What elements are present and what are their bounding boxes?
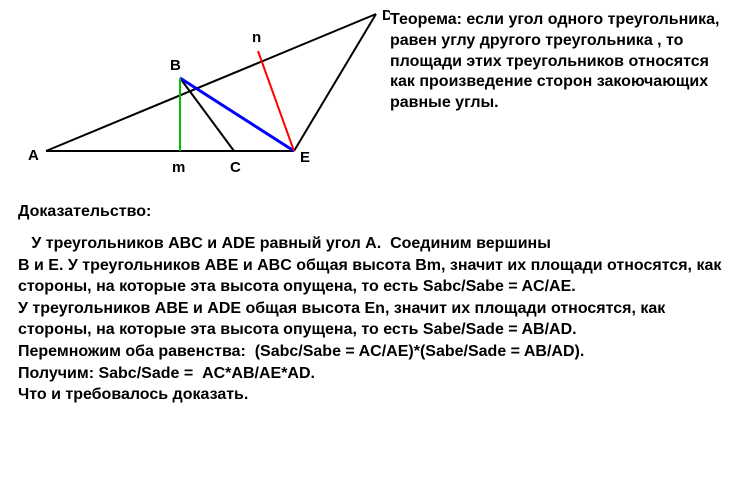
proof-line-2: У треугольников ABE и ADE общая высота E…: [18, 298, 730, 341]
diagram-edge: [294, 14, 376, 151]
proof-title: Доказательство:: [0, 195, 748, 221]
diagram-edge: [180, 78, 234, 151]
diagram-label-E: E: [300, 149, 310, 166]
proof-body: У треугольников ABC и ADE равный угол А.…: [0, 221, 748, 406]
diagram-label-m: m: [172, 159, 185, 176]
diagram-label-B: B: [170, 57, 181, 74]
diagram-label-C: C: [230, 159, 241, 176]
diagram-label-n: n: [252, 29, 261, 46]
proof-line-1b: В и Е. У треугольников ABE и ABC общая в…: [18, 255, 730, 298]
triangle-diagram: A B C D Em n: [0, 0, 390, 195]
proof-line-4: Получим: Sabc/Sade = AC*AB/AE*AD.: [18, 363, 730, 385]
proof-line-3: Перемножим оба равенства: (Sabc/Sabe = A…: [18, 341, 730, 363]
proof-line-1a: У треугольников ABC и ADE равный угол А.…: [18, 233, 730, 255]
theorem-text: Теорема: если угол одного треугольника, …: [390, 0, 748, 195]
diagram-edge: [258, 51, 294, 151]
diagram-label-A: A: [28, 147, 39, 164]
proof-line-5: Что и требовалось доказать.: [18, 384, 730, 406]
diagram-label-D: D: [382, 7, 390, 24]
diagram-edge: [46, 14, 376, 151]
diagram-edge: [180, 78, 294, 151]
